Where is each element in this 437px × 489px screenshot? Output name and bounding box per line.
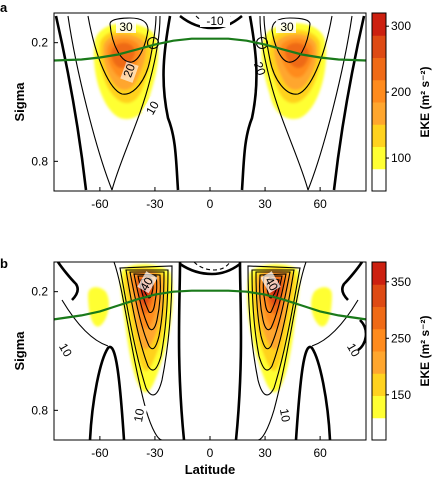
eke-side-lobes-b	[88, 287, 332, 327]
y-ticks-a: 0.2 0.8	[31, 36, 58, 168]
colorbar-swatch	[372, 284, 386, 307]
zero-contour-b5	[177, 262, 186, 440]
zero-contour-b1	[56, 262, 79, 301]
colorbar-tick-label: 150	[391, 388, 411, 402]
x-ticks-a: -60 -30 0 30 60	[91, 187, 327, 211]
colorbar-swatch	[372, 102, 386, 125]
contour-30-right-a	[271, 17, 311, 63]
y-axis-label-b: Sigma	[12, 331, 27, 371]
y-tick-label: 0.8	[31, 154, 48, 168]
colorbar-swatch	[372, 57, 386, 81]
colorbar-swatch	[372, 417, 386, 441]
contour-10-left-a	[67, 15, 161, 191]
colorbar-swatch	[372, 168, 386, 192]
x-tick-label: -30	[146, 446, 164, 460]
zero-contour-b6	[234, 262, 243, 440]
x-axis-label-b: Latitude	[185, 462, 236, 477]
colorbar-tick-label: 100	[391, 151, 411, 165]
y-axis-label-a: Sigma	[12, 82, 27, 122]
zero-contour-a1	[54, 15, 88, 191]
clabel-b-1: 10	[56, 341, 75, 360]
colorbar-a: 100 200 300 EKE (m² s⁻²)	[371, 12, 432, 192]
contour-20-left-a	[87, 15, 157, 95]
colorbar-label-b: EKE (m² s⁻²)	[418, 315, 432, 386]
x-ticks-b: -60 -30 0 30 60	[91, 436, 327, 460]
zero-contour-a5	[179, 14, 243, 30]
colorbar-tick-label: 250	[391, 331, 411, 345]
panel-letter-b: b	[0, 256, 8, 271]
colorbar-swatch	[372, 79, 386, 103]
contour-10-left-b	[119, 265, 173, 396]
panel-letter-a: a	[0, 0, 8, 15]
y-tick-label: 0.2	[31, 36, 48, 50]
zero-contour-b2	[341, 262, 364, 301]
contour-10-right-b	[247, 265, 301, 396]
clabel-a-0: 30	[119, 20, 133, 34]
clabel-b-4: 10	[277, 408, 293, 424]
panel-a: a Sigma	[0, 0, 432, 211]
clabel-a-5: 20	[251, 60, 269, 78]
x-tick-label: -60	[91, 197, 109, 211]
colorbar-b: 150 250 350 EKE (m² s⁻²)	[371, 261, 432, 441]
clabel-b-3: 40	[262, 275, 281, 294]
y-tick-label: 0.2	[31, 285, 48, 299]
plot-area-a: 30 20 10 -10 30 20	[54, 13, 366, 191]
tropopause-line-a	[53, 37, 367, 62]
contour-10-right-outer-b	[257, 262, 359, 440]
panel-b: b Sigma	[0, 256, 432, 477]
zero-contour-b3	[88, 345, 126, 440]
contour-20-right-a	[263, 15, 333, 95]
zero-contour-b7	[179, 262, 241, 276]
clabel-a-2: 10	[143, 98, 162, 117]
colorbar-tick-label: 300	[391, 19, 411, 33]
x-tick-label: -60	[91, 446, 109, 460]
colorbar-swatch	[372, 124, 386, 147]
colorbar-swatch	[372, 13, 386, 36]
colorbar-swatch	[372, 373, 386, 396]
colorbar-swatch	[372, 35, 386, 58]
zero-contour-a2	[332, 15, 366, 191]
colorbar-label-a: EKE (m² s⁻²)	[418, 66, 432, 137]
colorbar-swatch	[372, 328, 386, 352]
x-tick-label: 60	[313, 197, 327, 211]
zero-contour-b4	[294, 345, 332, 440]
x-tick-label: 0	[207, 446, 214, 460]
contour-labels-a: 30 20 10 -10 30 20	[116, 13, 296, 119]
colorbar-tick-label: 350	[391, 275, 411, 289]
clabel-a-4: 30	[280, 20, 294, 34]
tropopause-line-b	[53, 289, 367, 321]
x-tick-label: 30	[258, 197, 272, 211]
contour-10-left-outer-b	[61, 262, 163, 440]
colorbar-swatch	[372, 351, 386, 374]
x-tick-label: -30	[146, 197, 164, 211]
colorbar-swatch	[372, 306, 386, 330]
contour-labels-b: 40 10 10 40 10 10	[54, 271, 363, 425]
contour-10-right-a	[259, 15, 353, 191]
clabel-b-2: 10	[131, 407, 147, 423]
y-tick-label: 0.8	[31, 403, 48, 417]
clabel-b-0: 40	[137, 274, 156, 293]
y-ticks-b: 0.2 0.8	[31, 285, 58, 417]
contour-30-left-a	[109, 17, 149, 63]
clabel-b-5: 10	[344, 341, 363, 360]
contours-a	[54, 14, 366, 191]
colorbar-swatch	[372, 146, 386, 170]
plot-area-b: 40 10 10 40 10 10	[54, 262, 366, 440]
colorbar-swatch	[372, 395, 386, 419]
x-tick-label: 30	[258, 446, 272, 460]
colorbar-swatch	[372, 262, 386, 285]
clabel-a-3: -10	[206, 14, 224, 28]
colorbar-tick-label: 200	[391, 85, 411, 99]
x-tick-label: 60	[313, 446, 327, 460]
clabel-a-1: 20	[120, 62, 138, 80]
x-tick-label: 0	[207, 197, 214, 211]
